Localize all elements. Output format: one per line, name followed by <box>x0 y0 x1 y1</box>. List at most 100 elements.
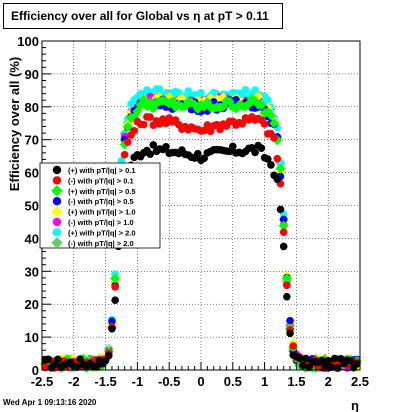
legend-label: (+) with pT/|q| > 0.5 <box>68 187 136 196</box>
x-tick-label: -2.5 <box>31 374 53 389</box>
data-point <box>302 354 310 363</box>
data-point <box>333 364 342 372</box>
legend-label: (+) with pT/|q| > 1.0 <box>68 208 136 217</box>
data-point <box>241 85 250 94</box>
legend-marker <box>51 205 63 218</box>
y-tick-label: 20 <box>25 297 39 312</box>
legend-label: (-) with pT/|q| > 0.5 <box>68 197 134 206</box>
data-point <box>283 281 291 290</box>
chart-title: Efficiency over all for Global vs η at p… <box>3 3 283 29</box>
x-tick-label: 1 <box>261 374 268 389</box>
x-tick-label: 0.5 <box>224 374 242 389</box>
legend-marker <box>52 197 62 206</box>
legend-entries: (+) with pT/|q| > 0.1(-) with pT/|q| > 0… <box>51 165 136 249</box>
data-point <box>260 120 269 128</box>
data-point <box>273 175 282 184</box>
tick-labels: -2.5 -2 -1.5 -1 -0.5 0 0.5 1 1.5 2 2.5 0 10 20 30 40 50 6… <box>17 34 369 389</box>
data-point <box>73 363 81 371</box>
data-point <box>209 88 218 97</box>
data-point <box>267 161 275 169</box>
data-point <box>346 356 355 365</box>
y-tick-label: 50 <box>25 199 39 214</box>
data-point <box>279 242 288 251</box>
data-point <box>263 96 272 104</box>
data-point <box>162 142 170 151</box>
legend-label: (+) with pT/|q| > 0.1 <box>68 166 136 175</box>
data-point <box>257 144 266 152</box>
legend-marker <box>52 176 62 185</box>
data-point <box>283 292 291 301</box>
y-tick-label: 100 <box>17 34 39 49</box>
data-point <box>353 360 361 368</box>
data-point <box>146 113 154 121</box>
x-tick-label: -0.5 <box>158 374 180 389</box>
data-point <box>111 296 119 304</box>
x-tick-label: -1.5 <box>94 374 116 389</box>
data-point <box>318 356 326 365</box>
data-points <box>40 85 362 374</box>
legend-label: (-) with pT/|q| > 1.0 <box>68 218 134 227</box>
y-tick-label: 30 <box>25 264 39 279</box>
y-tick-label: 40 <box>25 231 39 246</box>
y-tick-label: 0 <box>32 363 39 378</box>
data-point <box>229 142 237 151</box>
data-point <box>197 88 205 97</box>
legend-marker <box>51 185 63 197</box>
data-point <box>44 355 53 364</box>
data-point <box>146 150 154 159</box>
legend-marker <box>51 237 63 249</box>
y-tick-label: 10 <box>25 330 39 345</box>
legend-label: (+) with pT/|q| > 2.0 <box>68 228 136 237</box>
x-tick-label: 2 <box>325 374 332 389</box>
data-point <box>54 355 62 364</box>
data-point <box>117 156 126 165</box>
data-point <box>194 149 202 158</box>
data-point <box>327 363 336 371</box>
legend-label: (-) with pT/|q| > 0.1 <box>68 176 134 185</box>
data-point <box>263 155 272 163</box>
data-point <box>155 85 164 93</box>
x-axis-label: η <box>351 398 359 412</box>
data-point <box>108 324 116 333</box>
data-point <box>139 120 148 129</box>
x-tick-label: -2 <box>68 374 80 389</box>
data-point <box>203 121 212 129</box>
data-point <box>273 154 282 163</box>
data-point <box>324 356 333 365</box>
legend-label: (-) with pT/|q| > 2.0 <box>68 239 134 248</box>
data-point <box>124 138 132 146</box>
y-tick-label: 70 <box>25 133 39 148</box>
data-point <box>279 215 288 224</box>
data-point <box>298 361 307 370</box>
x-tick-label: -1 <box>132 374 144 389</box>
legend-marker <box>52 228 62 237</box>
data-point <box>278 220 289 231</box>
legend-marker <box>52 165 62 175</box>
data-point <box>238 119 247 128</box>
data-point <box>270 134 278 142</box>
data-point <box>108 317 116 325</box>
data-point <box>295 354 304 363</box>
data-point <box>330 354 339 363</box>
data-point <box>184 87 193 95</box>
data-point <box>281 273 292 284</box>
x-tick-label: 1.5 <box>287 374 305 389</box>
y-tick-label: 60 <box>25 166 39 181</box>
data-point <box>41 363 49 371</box>
x-tick-label: 0 <box>197 374 204 389</box>
data-point <box>276 205 285 214</box>
y-axis-label: Efficiency over all (%) <box>7 57 22 191</box>
legend-marker <box>52 217 62 227</box>
y-tick-label: 80 <box>25 100 39 115</box>
data-point <box>289 342 298 350</box>
timestamp-footer: Wed Apr 1 09:13:16 2020 <box>3 398 97 407</box>
data-point <box>286 329 294 338</box>
data-point <box>275 163 286 174</box>
data-point <box>149 141 158 149</box>
data-point <box>122 121 133 132</box>
data-point <box>321 362 329 371</box>
data-point <box>279 228 288 236</box>
data-point <box>120 150 129 159</box>
legend: (+) with pT/|q| > 0.1(-) with pT/|q| > 0… <box>39 162 161 249</box>
